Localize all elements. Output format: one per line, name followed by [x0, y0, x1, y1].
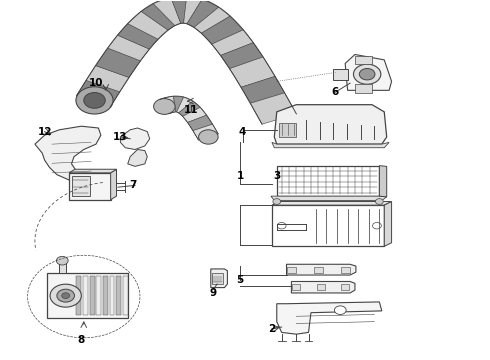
Circle shape: [84, 93, 105, 108]
Bar: [103, 276, 108, 315]
Polygon shape: [345, 54, 392, 90]
Text: 3: 3: [273, 171, 280, 181]
Bar: [314, 267, 323, 273]
Polygon shape: [69, 169, 117, 173]
Circle shape: [375, 199, 383, 204]
Polygon shape: [59, 261, 66, 273]
Circle shape: [353, 64, 381, 84]
Circle shape: [62, 293, 70, 298]
Polygon shape: [212, 30, 253, 55]
Text: 13: 13: [113, 132, 128, 142]
Polygon shape: [121, 128, 150, 149]
Bar: [69, 173, 111, 200]
Text: 9: 9: [210, 288, 217, 298]
Polygon shape: [86, 66, 129, 92]
Circle shape: [334, 306, 346, 315]
Circle shape: [359, 68, 375, 80]
Polygon shape: [220, 42, 263, 69]
Circle shape: [273, 199, 281, 204]
Text: 11: 11: [184, 105, 198, 115]
Polygon shape: [171, 0, 187, 23]
Polygon shape: [187, 0, 219, 27]
Polygon shape: [379, 166, 387, 197]
Text: 12: 12: [37, 127, 52, 136]
Polygon shape: [287, 264, 356, 275]
Polygon shape: [141, 4, 175, 30]
Bar: [277, 166, 379, 196]
Polygon shape: [35, 126, 101, 182]
Polygon shape: [118, 24, 158, 49]
Polygon shape: [96, 48, 141, 77]
Bar: [97, 276, 101, 315]
Polygon shape: [173, 96, 184, 112]
Text: 10: 10: [89, 78, 103, 88]
Circle shape: [198, 130, 218, 144]
Circle shape: [56, 256, 68, 265]
Polygon shape: [271, 196, 387, 201]
Circle shape: [76, 87, 113, 114]
Text: 8: 8: [78, 334, 85, 345]
Polygon shape: [355, 55, 372, 64]
Bar: [123, 276, 128, 315]
Polygon shape: [183, 107, 207, 122]
Polygon shape: [292, 282, 355, 293]
Polygon shape: [160, 98, 172, 114]
Circle shape: [50, 284, 81, 307]
Bar: [116, 276, 121, 315]
Polygon shape: [272, 142, 389, 148]
Polygon shape: [201, 16, 243, 44]
Bar: [76, 276, 81, 315]
Text: 2: 2: [268, 324, 275, 334]
Polygon shape: [384, 202, 392, 246]
Text: 1: 1: [237, 171, 244, 181]
Polygon shape: [194, 7, 230, 33]
Bar: [341, 284, 349, 291]
Polygon shape: [277, 302, 382, 334]
Polygon shape: [274, 105, 387, 144]
Circle shape: [277, 222, 286, 229]
Text: 4: 4: [239, 127, 246, 136]
Bar: [212, 273, 223, 284]
Bar: [110, 276, 115, 315]
Bar: [83, 276, 88, 315]
Polygon shape: [250, 93, 296, 124]
Polygon shape: [177, 97, 193, 113]
Text: 6: 6: [332, 87, 339, 97]
Polygon shape: [229, 57, 275, 87]
Bar: [47, 273, 128, 318]
Bar: [293, 284, 300, 291]
Text: 7: 7: [129, 180, 136, 190]
Polygon shape: [188, 115, 213, 131]
Polygon shape: [272, 202, 392, 205]
Polygon shape: [128, 11, 168, 39]
Polygon shape: [193, 124, 218, 140]
Bar: [90, 276, 95, 315]
Polygon shape: [211, 269, 227, 288]
Circle shape: [154, 99, 175, 114]
Polygon shape: [179, 101, 200, 116]
Polygon shape: [333, 69, 347, 80]
Polygon shape: [128, 149, 147, 166]
Bar: [72, 176, 90, 196]
Circle shape: [372, 222, 381, 229]
Polygon shape: [241, 76, 285, 103]
Polygon shape: [76, 80, 120, 107]
Polygon shape: [108, 35, 149, 61]
Polygon shape: [153, 0, 181, 26]
Bar: [287, 267, 296, 273]
Bar: [341, 267, 349, 273]
Polygon shape: [165, 96, 175, 112]
Text: 5: 5: [237, 275, 244, 285]
Polygon shape: [184, 0, 202, 24]
Circle shape: [57, 289, 74, 302]
Polygon shape: [355, 84, 372, 93]
Bar: [317, 284, 325, 291]
Polygon shape: [279, 123, 296, 137]
Bar: [272, 205, 384, 246]
Polygon shape: [111, 169, 117, 200]
